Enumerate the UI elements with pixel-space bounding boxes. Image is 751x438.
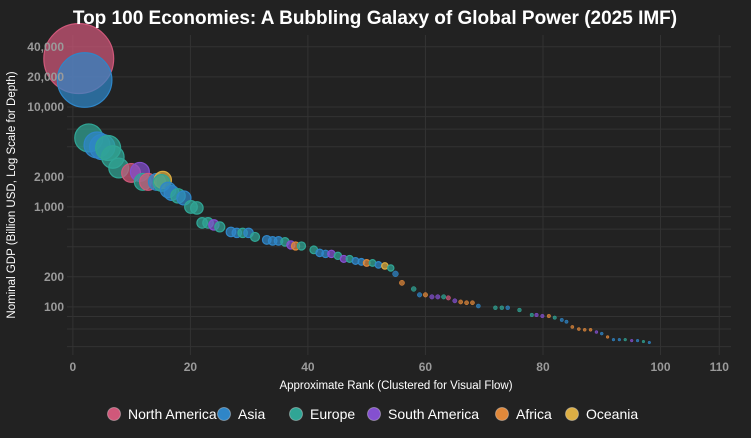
data-point-europe[interactable] xyxy=(499,305,505,310)
data-point-africa[interactable] xyxy=(399,279,405,286)
data-point-south-america[interactable] xyxy=(435,294,441,300)
y-tick-label: 20,000 xyxy=(27,70,64,84)
x-tick-label: 100 xyxy=(650,360,670,374)
data-point-europe[interactable] xyxy=(623,338,627,342)
legend-marker xyxy=(107,407,121,421)
data-point-asia[interactable] xyxy=(647,340,651,345)
data-point-africa[interactable] xyxy=(422,292,428,298)
y-tick-label: 1,000 xyxy=(34,200,64,214)
data-point-africa[interactable] xyxy=(570,325,575,329)
data-point-south-america[interactable] xyxy=(630,338,634,343)
data-point-south-america[interactable] xyxy=(594,330,599,334)
data-point-north-america[interactable] xyxy=(445,295,451,301)
x-tick-label: 80 xyxy=(536,360,550,374)
data-point-africa[interactable] xyxy=(582,327,587,332)
data-point-south-america[interactable] xyxy=(540,313,545,319)
x-tick-labels: 0 20 40 60 80 100 110 xyxy=(70,360,730,374)
x-tick-label: 110 xyxy=(710,360,730,374)
data-point-asia[interactable] xyxy=(505,305,510,310)
legend-label: Europe xyxy=(310,406,355,422)
data-point-europe[interactable] xyxy=(214,221,226,233)
data-point-asia[interactable] xyxy=(374,261,383,269)
data-point-south-america[interactable] xyxy=(429,294,435,300)
data-point-europe[interactable] xyxy=(441,294,447,300)
data-point-asia[interactable] xyxy=(611,338,616,342)
data-point-europe[interactable] xyxy=(249,231,261,243)
data-point-africa[interactable] xyxy=(605,335,610,339)
legend-label: South America xyxy=(388,406,479,422)
data-point-europe[interactable] xyxy=(190,201,204,215)
data-point-south-america[interactable] xyxy=(452,298,458,304)
data-point-africa[interactable] xyxy=(577,327,581,331)
legend-marker xyxy=(217,407,231,421)
data-point-europe[interactable] xyxy=(552,315,557,320)
legend-label: Africa xyxy=(516,406,552,422)
data-point-asia[interactable] xyxy=(417,292,423,298)
y-tick-label: 40,000 xyxy=(27,40,64,54)
data-point-africa[interactable] xyxy=(546,313,551,319)
y-tick-label: 2,000 xyxy=(34,170,64,184)
x-tick-label: 60 xyxy=(419,360,433,374)
data-point-europe[interactable] xyxy=(641,339,646,344)
x-tick-label: 40 xyxy=(301,360,315,374)
data-point-asia[interactable] xyxy=(476,303,481,309)
legend-item-south-america[interactable]: South America xyxy=(367,406,480,422)
legend-item-north-america[interactable]: North America xyxy=(107,406,217,422)
y-tick-label: 100 xyxy=(44,300,64,314)
gridlines xyxy=(67,35,731,355)
y-axis-label: Nominal GDP (Billion USD, Log Scale for … xyxy=(6,71,18,318)
data-point-africa[interactable] xyxy=(458,299,464,305)
legend-item-europe[interactable]: Europe xyxy=(289,406,356,422)
y-tick-label: 200 xyxy=(44,270,64,284)
data-point-asia[interactable] xyxy=(635,338,640,343)
data-point-asia[interactable] xyxy=(617,338,621,342)
data-points xyxy=(43,23,651,345)
legend: North America Asia Europe South America Afri… xyxy=(107,406,639,422)
data-point-europe[interactable] xyxy=(493,305,498,310)
data-point-asia[interactable] xyxy=(56,52,113,108)
data-point-south-america[interactable] xyxy=(534,312,539,318)
x-tick-label: 20 xyxy=(184,360,198,374)
x-axis-label: Approximate Rank (Clustered for Visual F… xyxy=(279,380,512,392)
y-tick-label: 10,000 xyxy=(27,100,64,114)
data-point-europe[interactable] xyxy=(296,241,307,251)
legend-marker xyxy=(367,407,381,421)
legend-marker xyxy=(565,407,579,421)
chart-title: Top 100 Economies: A Bubbling Galaxy of … xyxy=(73,8,677,29)
data-point-europe[interactable] xyxy=(410,286,417,292)
legend-label: North America xyxy=(128,406,217,422)
data-point-europe[interactable] xyxy=(529,312,534,318)
y-tick-labels: 40,000 20,000 10,000 2,000 1,000 200 100 xyxy=(27,40,64,314)
data-point-europe[interactable] xyxy=(387,264,395,272)
legend-marker xyxy=(495,407,509,421)
data-point-asia[interactable] xyxy=(600,331,604,336)
data-point-europe[interactable] xyxy=(517,307,522,313)
data-point-africa[interactable] xyxy=(588,327,593,332)
data-point-africa[interactable] xyxy=(470,300,475,306)
legend-label: Oceania xyxy=(586,406,638,422)
data-point-asia[interactable] xyxy=(392,270,399,278)
data-point-asia[interactable] xyxy=(559,317,564,322)
data-point-asia[interactable] xyxy=(564,319,569,324)
legend-item-asia[interactable]: Asia xyxy=(217,406,266,422)
x-tick-label: 0 xyxy=(70,360,77,374)
legend-item-oceania[interactable]: Oceania xyxy=(565,406,639,422)
legend-label: Asia xyxy=(238,406,265,422)
legend-marker xyxy=(289,407,303,421)
data-point-africa[interactable] xyxy=(464,300,469,306)
legend-item-africa[interactable]: Africa xyxy=(495,406,553,422)
